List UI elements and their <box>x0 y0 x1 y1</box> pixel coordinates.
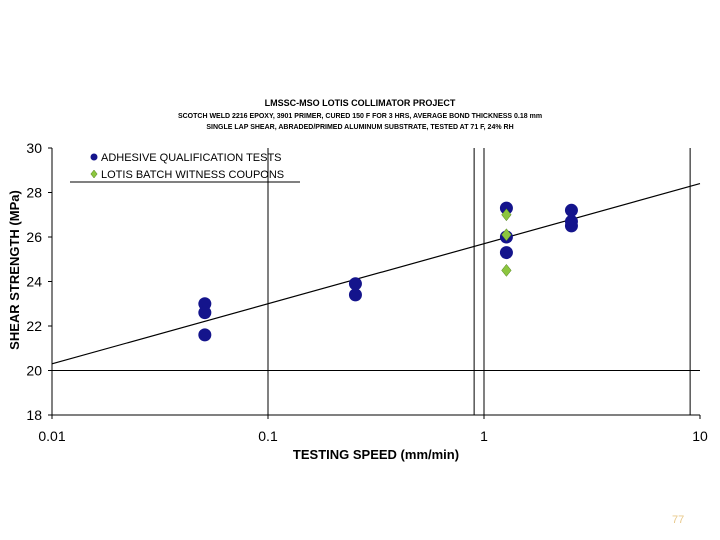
x-tick-label: 0.01 <box>38 428 65 444</box>
x-axis-label: TESTING SPEED (mm/min) <box>293 447 459 462</box>
trendline <box>51 183 701 365</box>
y-tick-label: 28 <box>26 185 42 201</box>
plot-area: 18 20 22 24 26 28 30 0.01 0.1 1 10 <box>26 140 708 444</box>
data-point-circle <box>198 328 212 342</box>
data-point-diamond <box>501 208 512 222</box>
y-axis-label: SHEAR STRENGTH (MPa) <box>7 190 22 350</box>
y-tick-label: 24 <box>26 274 42 290</box>
chart-subtitle-line-2: SINGLE LAP SHEAR, ABRADED/PRIMED ALUMINU… <box>206 124 513 131</box>
y-tick-label: 20 <box>26 363 42 379</box>
data-point-circle <box>348 277 362 291</box>
data-point-circle <box>499 246 513 260</box>
chart-subtitle-line-1: SCOTCH WELD 2216 EPOXY, 3901 PRIMER, CUR… <box>178 113 542 120</box>
x-tick-label: 10 <box>692 428 708 444</box>
data-point-circle <box>564 203 578 217</box>
legend-label-0: ADHESIVE QUALIFICATION TESTS <box>101 152 282 164</box>
legend-marker-0 <box>90 153 98 161</box>
y-tick-label: 26 <box>26 229 42 245</box>
data-point-circle <box>198 306 212 320</box>
data-point-circle <box>198 297 212 311</box>
y-tick-label: 30 <box>26 140 42 156</box>
series-1 <box>501 208 512 277</box>
legend: ADHESIVE QUALIFICATION TESTS LOTIS BATCH … <box>70 152 300 183</box>
data-point-diamond <box>501 228 512 242</box>
data-point-circle <box>348 288 362 302</box>
data-point-circle <box>564 219 578 233</box>
chart-title: LMSSC-MSO LOTIS COLLIMATOR PROJECT <box>265 98 456 108</box>
data-point-diamond <box>501 263 512 277</box>
legend-marker-1 <box>90 169 98 179</box>
slide-number: 77 <box>672 514 685 526</box>
x-tick-label: 1 <box>480 428 488 444</box>
data-point-circle <box>499 201 513 215</box>
y-tick-label: 18 <box>26 407 42 423</box>
y-tick-label: 22 <box>26 318 42 334</box>
chart-title-group: LMSSC-MSO LOTIS COLLIMATOR PROJECT SCOTC… <box>178 98 542 131</box>
x-tick-label: 0.1 <box>258 428 278 444</box>
series-0 <box>198 201 578 342</box>
legend-label-1: LOTIS BATCH WITNESS COUPONS <box>101 169 284 181</box>
